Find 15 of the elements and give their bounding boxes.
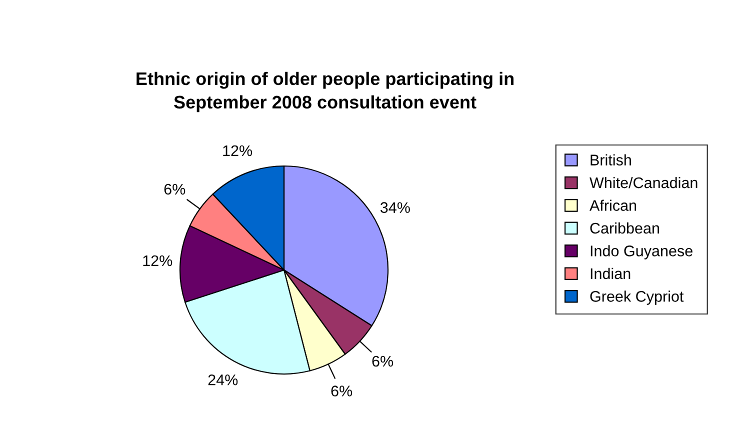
legend-label: British <box>590 154 631 166</box>
data-label: 6% <box>372 356 394 367</box>
data-label: 6% <box>164 184 186 195</box>
chart-title: Ethnic origin of older people participating in September 2008 consultation event <box>136 72 514 112</box>
legend-label: Indo Guyanese <box>590 245 692 260</box>
data-label: 6% <box>331 386 352 396</box>
legend-label: Caribbean <box>590 222 659 234</box>
legend-label: Indian <box>590 268 630 280</box>
data-label: 12% <box>223 145 252 156</box>
legend-label: African <box>590 200 636 211</box>
data-label: 24% <box>208 374 238 386</box>
legend-label: Greek Cypriot <box>590 290 684 305</box>
data-label: 34% <box>380 202 410 213</box>
legend-label: White/Canadian <box>590 176 698 188</box>
data-label: 12% <box>143 255 172 266</box>
